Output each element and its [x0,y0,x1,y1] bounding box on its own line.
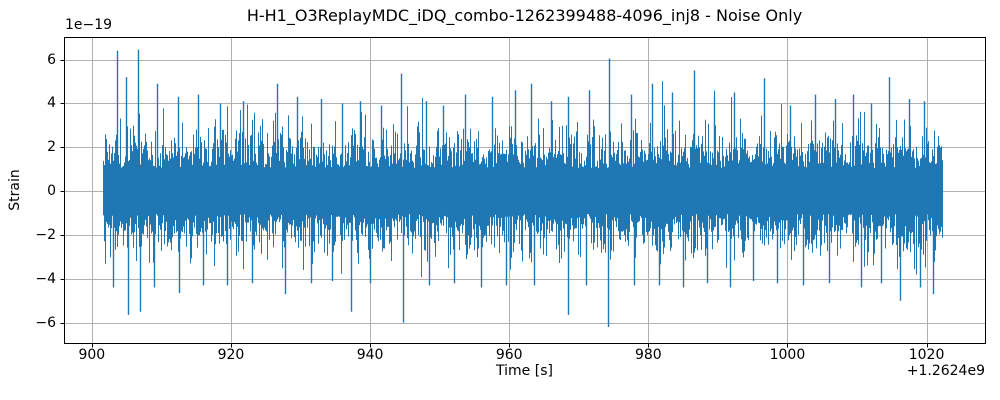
y-tick-label: −2 [35,226,56,243]
x-tick-label: 1020 [908,347,945,363]
tick-marks [60,60,928,348]
x-tick-label: 940 [356,347,384,363]
noise-trace [103,81,943,279]
x-tick-label: 900 [78,347,106,363]
y-tick-label: 2 [47,139,56,156]
y-tick-label: 0 [47,183,56,200]
x-tick-label: 980 [634,347,662,363]
y-tick-label: 6 [47,51,56,68]
x-tick-label: 920 [217,347,245,363]
y-tick-label: 4 [47,95,56,112]
x-tick-label: 960 [495,347,523,363]
x-axis-offset: +1.2624e9 [906,363,985,379]
noise-spikes [112,49,935,327]
chart-title: H-H1_O3ReplayMDC_iDQ_combo-1262399488-40… [246,6,803,25]
y-axis-multiplier: 1e−19 [65,17,113,33]
x-tick-label: 1000 [769,347,806,363]
axes-spines [64,37,986,344]
y-tick-label: −6 [35,314,56,331]
y-tick-label: −4 [35,270,56,287]
x-axis-label: Time [s] [496,363,553,379]
